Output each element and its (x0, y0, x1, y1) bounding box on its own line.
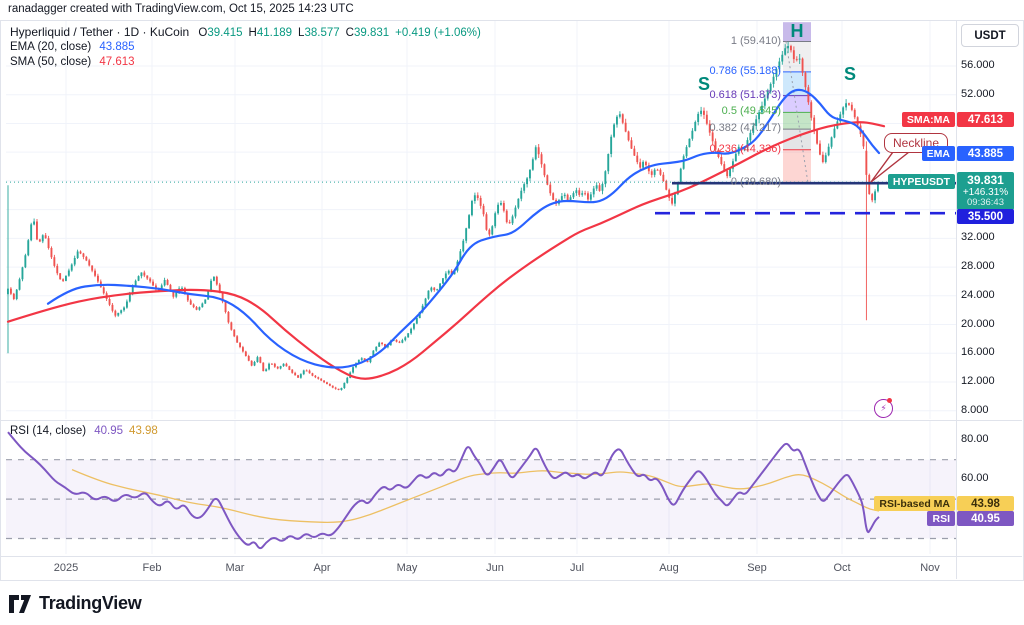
close-value: 39.831 (353, 27, 390, 39)
rsi-ma-axis-value: 43.98 (957, 496, 1014, 511)
legend-sma[interactable]: SMA (50, close) 47.613 (10, 56, 135, 68)
sma-axis-value: 47.613 (957, 112, 1014, 127)
right-shoulder-label: S (843, 64, 856, 84)
low-label: L (298, 27, 305, 39)
left-shoulder-label: S (697, 74, 710, 94)
attribution-text: ranadagger created with TradingView.com,… (8, 3, 354, 15)
bar-countdown: 09:36:43 (967, 197, 1004, 208)
support-axis-value: 35.500 (957, 209, 1014, 224)
change-value: +0.419 (+1.06%) (395, 27, 481, 39)
time-axis-separator (0, 556, 1022, 557)
instant-refresh-icon[interactable]: ⚡ (874, 399, 893, 418)
legend-ema[interactable]: EMA (20, close) 43.885 (10, 41, 135, 53)
open-label: O (198, 27, 208, 39)
last-price-value: 39.831 (967, 173, 1004, 187)
tradingview-logo-text: TradingView (39, 593, 142, 613)
rsi-axis-value: 40.95 (957, 511, 1014, 526)
ema-label: EMA (20, close) (10, 41, 92, 53)
currency-unit-button[interactable]: USDT (961, 24, 1019, 47)
ema-axis-value: 43.885 (957, 146, 1014, 161)
head-label: H (790, 21, 804, 41)
rsi-tag: RSI (927, 511, 955, 526)
last-price-axis-label: 39.831 +146.31% 09:36:43 (957, 172, 1014, 210)
symbol-price-tag: HYPEUSDT (887, 174, 955, 189)
tradingview-logo-icon (9, 594, 31, 613)
high-value: 41.189 (256, 27, 293, 39)
rsi-ma-tag: RSI-based MA (874, 496, 955, 511)
pane-separator[interactable] (0, 420, 1022, 421)
low-value: 38.577 (304, 27, 340, 39)
legend-main: Hyperliquid / Tether · 1D · KuCoin O39.4… (10, 25, 487, 39)
tradingview-logo[interactable]: TradingView (8, 593, 142, 614)
price-axis-separator (956, 20, 957, 579)
rsi-value: 40.95 (94, 425, 124, 437)
sma-label: SMA (50, close) (10, 56, 92, 68)
open-value: 39.415 (207, 27, 243, 39)
rsi-ma-value: 43.98 (129, 425, 158, 437)
symbol-title[interactable]: Hyperliquid / Tether · 1D · KuCoin (10, 25, 190, 39)
sma-value: 47.613 (99, 56, 135, 68)
change-percent: +146.31% (962, 187, 1009, 198)
high-label: H (248, 27, 257, 39)
ema-tag: EMA (921, 146, 955, 161)
chart-frame (0, 20, 1024, 581)
rsi-label: RSI (14, close) (10, 425, 87, 437)
close-label: C (345, 27, 354, 39)
sma-tag: SMA:MA (901, 112, 955, 127)
ema-value: 43.885 (99, 41, 135, 53)
legend-rsi[interactable]: RSI (14, close) 40.95 43.98 (10, 425, 158, 437)
notification-dot (887, 398, 892, 403)
